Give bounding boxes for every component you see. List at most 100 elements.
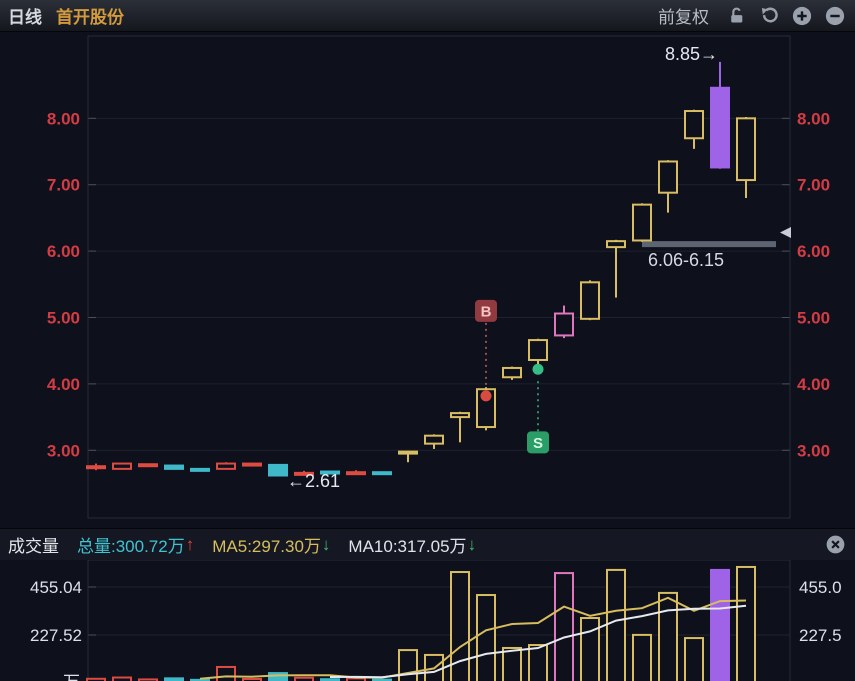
gap-marker-triangle-icon [780,227,791,239]
volume-bar [554,572,574,681]
candle-body [424,434,444,445]
candle-body [606,240,626,249]
price-axis-label-left: 8.00 [47,109,80,128]
candle [268,463,288,477]
volume-bar [294,676,314,681]
gap-band [642,241,776,248]
volume-plot-border [87,560,791,681]
sell-signal-marker-dot [532,363,544,375]
candle [190,467,210,472]
price-axis-label-right: 7.00 [797,176,830,195]
buy-signal-marker[interactable]: B [475,299,497,402]
zoom-in-icon[interactable] [792,6,812,26]
high-price-annotation: 8.85→ [665,44,718,64]
price-axis-label-left: 7.00 [47,176,80,195]
price-axis-label-right: 6.00 [797,242,830,261]
titlebar: 日线 首开股份 前复权 [0,0,855,32]
candle-body [528,339,548,361]
volume-bar [112,676,132,681]
sell-signal-marker[interactable]: S [527,363,549,454]
ma5-line [199,596,747,680]
candle [216,462,236,470]
price-axis-label-left: 4.00 [47,375,80,394]
candle-body [138,463,158,468]
candle-body [268,463,288,477]
candle [86,463,106,471]
lock-open-icon[interactable] [726,6,746,26]
candle-body [684,110,704,140]
volume-bar [320,678,340,681]
volume-bar [710,568,730,681]
low-price-annotation: ←2.61 [287,471,340,491]
volume-axis-label-right: 455.0 [799,578,842,597]
volume-bar [216,665,236,681]
volume-bar [606,568,626,681]
volume-bar [580,617,600,681]
price-axis-label-right: 3.00 [797,441,830,460]
adjust-mode-label[interactable]: 前复权 [658,8,709,27]
volume-bar [450,571,470,681]
volume-bar [684,637,704,681]
candle [294,470,314,476]
stock-name[interactable]: 首开股份 [56,8,124,27]
candles-group [86,61,756,477]
candle [450,411,470,443]
candle [242,462,262,467]
volume-bar [138,678,158,681]
volume-bar [658,591,678,681]
volume-bar [502,646,522,681]
volume-axis-label-right: 227.5 [799,626,842,645]
price-axis-label-right: 5.00 [797,308,830,327]
ma10-line [329,604,747,679]
candle-body [164,464,184,470]
titlebar-right: 前复权 [658,3,845,28]
period-label[interactable]: 日线 [8,8,42,27]
volume-bar [398,649,418,681]
volume-bar [632,633,652,681]
volume-bars-group [86,565,756,681]
down-arrow-icon: ↓ [467,534,477,554]
up-arrow-icon: ↑ [185,534,195,554]
candle [528,338,548,366]
price-chart-pane[interactable]: 8.00 8.00 7.00 7.00 6.00 6.00 5.00 5.00 4.00 4.00… [0,32,855,528]
candle [632,203,652,242]
candle-body [450,412,470,419]
candle [502,366,522,380]
price-axis-label-right: 8.00 [797,109,830,128]
candle [138,463,158,468]
volume-bar [268,672,288,681]
zoom-out-icon[interactable] [825,6,845,26]
candle-body [398,450,418,455]
candle-body [580,281,600,320]
candle [372,471,392,476]
candle [554,305,574,339]
candle-body [632,203,652,242]
price-axis-label-left: 6.00 [47,242,80,261]
volume-unit-label: 万 [63,673,80,681]
undo-icon[interactable] [759,6,779,26]
candle [164,464,184,470]
sell-signal-marker-letter: S [533,435,543,452]
candle [112,462,132,470]
candle-body [346,471,366,476]
volume-pane-title: 成交量 [8,537,59,556]
volume-header: 成交量 总量:300.72万 ↑ MA5:297.30万 ↓ MA10:317.… [0,528,855,560]
volume-total: 总量:300.72万 ↑ [77,534,195,557]
candle-body [320,470,340,475]
candle [580,280,600,321]
volume-bar [528,644,548,681]
volume-ma5: MA5:297.30万 ↓ [212,534,331,557]
candle [346,470,366,476]
buy-signal-marker-letter: B [481,303,492,320]
volume-ma10: MA10:317.05万 ↓ [348,534,477,557]
down-arrow-icon: ↓ [321,534,331,554]
price-grid [88,117,790,451]
volume-axis-label-left: 455.04 [30,578,82,597]
candle [658,160,678,213]
close-icon[interactable] [825,535,845,555]
candle [424,434,444,449]
sell-signal-marker-box [527,431,549,454]
buy-signal-marker-box [475,299,497,322]
volume-chart-pane[interactable]: 455.04 455.0 227.52 227.5 万 [0,560,855,681]
candle [710,61,730,169]
